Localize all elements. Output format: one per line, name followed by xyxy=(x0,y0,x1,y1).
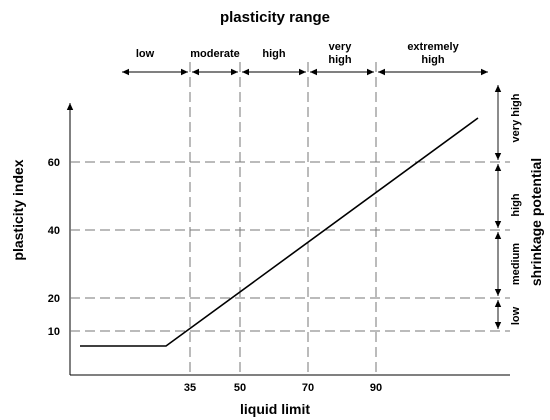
y-tick-40: 40 xyxy=(48,225,60,237)
x-tick-90: 90 xyxy=(370,382,382,394)
top-range-label-low: low xyxy=(136,48,155,60)
shrinkage-label-high: high xyxy=(510,193,522,216)
top-range-label-very-high-2: high xyxy=(328,54,351,66)
shrinkage-potential-label: shrinkage potential xyxy=(528,158,544,286)
diagram-title: plasticity range xyxy=(220,9,330,26)
x-tick-35: 35 xyxy=(184,382,196,394)
top-range-label-high: high xyxy=(262,48,285,60)
top-range-label-extremely-high-2: high xyxy=(421,54,444,66)
top-range-label-very: very xyxy=(329,41,353,53)
shrinkage-label-low: low xyxy=(510,306,522,325)
x-tick-70: 70 xyxy=(302,382,314,394)
shrinkage-label-very-high: very high xyxy=(510,93,522,142)
y-axis-label: plasticity index xyxy=(10,159,26,260)
x-tick-50: 50 xyxy=(234,382,246,394)
plasticity-line xyxy=(80,117,479,347)
y-tick-60: 60 xyxy=(48,157,60,169)
top-range-label-extremely: extremely xyxy=(407,41,459,53)
shrinkage-label-medium: medium xyxy=(510,243,522,285)
x-axis-label: liquid limit xyxy=(240,401,310,417)
y-tick-20: 20 xyxy=(48,293,60,305)
y-tick-10: 10 xyxy=(48,326,60,338)
top-range-label-moderate: moderate xyxy=(190,48,240,60)
